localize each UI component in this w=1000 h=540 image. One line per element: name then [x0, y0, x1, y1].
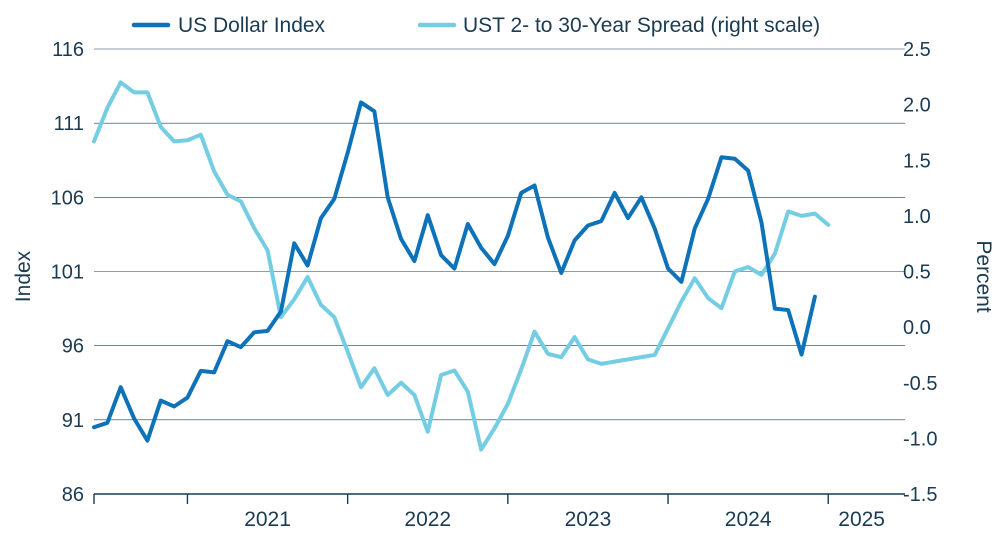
y-tick-label-left: 101: [51, 262, 84, 284]
y-tick-label-left: 86: [62, 484, 84, 506]
y-tick-label-right: 1.0: [903, 206, 931, 228]
y-tick-label-right: 2.5: [903, 39, 931, 61]
y-tick-label-left: 116: [52, 39, 84, 61]
series: [92, 80, 831, 452]
y-tick-label-right: 1.5: [903, 150, 931, 172]
x-tick-label: 2024: [725, 508, 772, 531]
y-tick-label-right: -0.5: [903, 373, 937, 395]
legend: US Dollar Index UST 2- to 30-Year Spread …: [131, 14, 820, 37]
y-tick-label-right: 2.0: [903, 95, 931, 117]
y-tick-label-right: -1.0: [903, 428, 937, 450]
y-tick-label-right: 0.0: [903, 317, 931, 339]
y-axis-title-right: Percent: [972, 240, 995, 313]
y-tick-label-left: 91: [62, 410, 84, 432]
legend-label: US Dollar Index: [178, 14, 326, 37]
y-tick-label-left: 96: [62, 336, 84, 358]
legend-label: UST 2- to 30-Year Spread (right scale): [463, 14, 820, 37]
x-tick-label: 2022: [404, 508, 451, 531]
x-tick-label: 2021: [244, 508, 291, 531]
x-tick-label: 2025: [838, 508, 885, 531]
legend-item: US Dollar Index: [131, 14, 326, 37]
series-line-us-dollar-index: [92, 100, 817, 443]
y-tick-label-right: -1.5: [903, 484, 937, 506]
y-axis-title-left: Index: [12, 250, 35, 302]
gridlines: [94, 48, 905, 495]
y-tick-label-right: 0.5: [903, 262, 931, 284]
y-tick-label-left: 106: [51, 187, 84, 209]
y-tick-label-left: 111: [54, 113, 84, 135]
series-line-ust-spread: [92, 80, 831, 452]
legend-item: UST 2- to 30-Year Spread (right scale): [417, 14, 820, 37]
axes: 116 111 106 101 96 91 86 2.5 2.0 1.5 1.0 0.5 0.0 -0.5…: [12, 39, 995, 531]
x-tick-label: 2023: [565, 508, 612, 531]
